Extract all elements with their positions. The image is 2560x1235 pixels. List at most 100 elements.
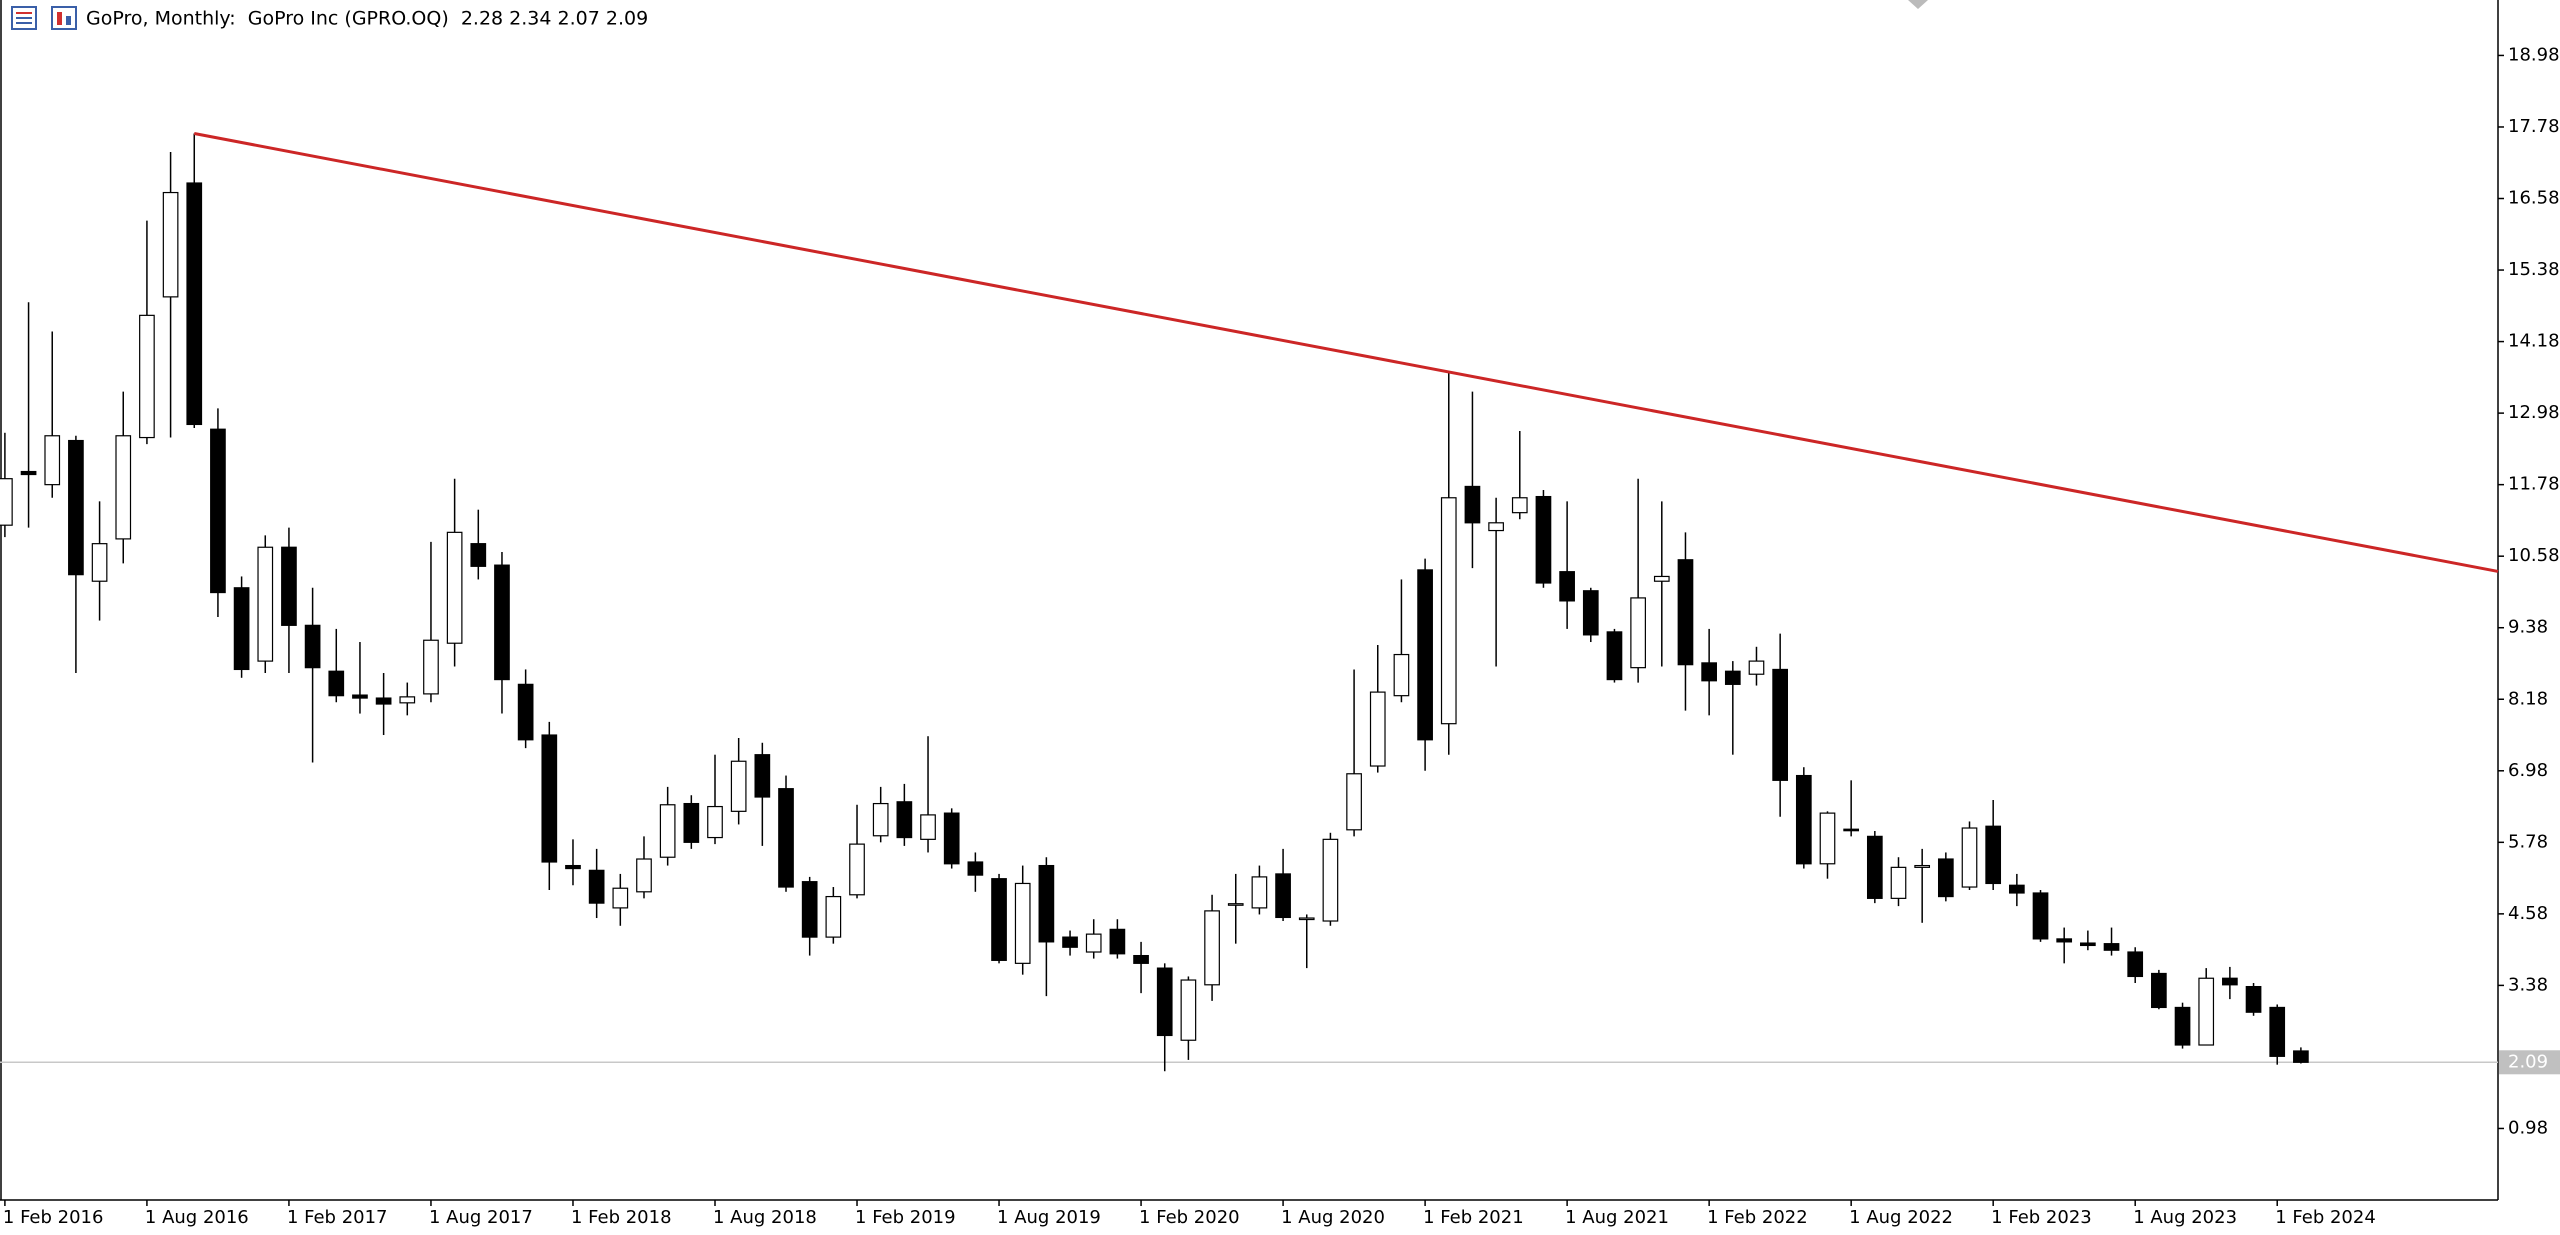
candle-body xyxy=(1109,928,1126,955)
candle-body xyxy=(257,546,274,662)
candle-body xyxy=(517,683,534,741)
y-tick-label: 9.38 xyxy=(2508,617,2548,638)
candle-body xyxy=(304,624,321,669)
candle-body xyxy=(1535,495,1552,584)
candle-body xyxy=(541,734,558,863)
y-tick-label: 17.78 xyxy=(2508,116,2560,137)
x-tick-label: 1 Aug 2016 xyxy=(145,1207,249,1228)
y-tick-label: 8.18 xyxy=(2508,688,2548,709)
candle-body xyxy=(233,587,250,671)
candle-body xyxy=(1393,653,1410,697)
candle-body xyxy=(470,543,487,567)
x-tick-label: 1 Feb 2019 xyxy=(855,1207,956,1228)
y-tick-label: 18.98 xyxy=(2508,44,2560,65)
candle-body xyxy=(1866,835,1883,899)
y-tick-label: 5.78 xyxy=(2508,831,2548,852)
x-tick-label: 1 Feb 2023 xyxy=(1991,1207,2092,1228)
price-label-box xyxy=(2499,1050,2560,1075)
candle-body xyxy=(991,878,1007,961)
candle-body xyxy=(2222,977,2238,986)
candle-body xyxy=(162,191,179,298)
candle-body xyxy=(115,435,132,540)
candle-body xyxy=(2174,1006,2191,1046)
candle-body xyxy=(1275,873,1291,919)
candle-body xyxy=(186,182,203,426)
candle-body xyxy=(2080,942,2096,947)
x-tick-label: 1 Aug 2019 xyxy=(997,1207,1101,1228)
candle-body xyxy=(1890,866,1907,899)
candle-body xyxy=(707,805,723,839)
chart-icon[interactable] xyxy=(51,6,77,30)
x-tick-label: 1 Aug 2020 xyxy=(1281,1207,1385,1228)
candle-body xyxy=(1724,670,1741,685)
y-tick-label: 6.98 xyxy=(2508,760,2548,781)
candle-body xyxy=(1914,864,1931,868)
candle-body xyxy=(849,843,865,896)
candle-body xyxy=(44,435,61,486)
candle-body xyxy=(1133,954,1149,964)
y-tick-label: 0.98 xyxy=(2508,1117,2548,1138)
y-tick-label: 16.58 xyxy=(2508,188,2560,209)
candle-body xyxy=(896,801,913,839)
candle-body xyxy=(1985,825,2002,885)
candle-body xyxy=(1038,864,1055,943)
candle-body xyxy=(1819,812,1836,865)
candle-body xyxy=(778,788,794,888)
candle-body xyxy=(1440,497,1457,725)
candle-body xyxy=(139,314,155,439)
candle-body xyxy=(446,531,463,644)
candle-body xyxy=(1369,691,1386,767)
price-label: 2.09 xyxy=(2508,1051,2548,1072)
candle-body xyxy=(2198,977,2215,1046)
candle-body xyxy=(872,802,889,837)
candle-body xyxy=(1511,497,1528,514)
candle-body xyxy=(967,861,984,876)
candle-body xyxy=(91,543,108,582)
x-tick-label: 1 Feb 2018 xyxy=(571,1207,672,1228)
x-tick-label: 1 Aug 2022 xyxy=(1849,1207,1953,1228)
x-tick-label: 1 Aug 2023 xyxy=(2133,1207,2237,1228)
candle-body xyxy=(328,670,345,697)
candle-body xyxy=(68,439,84,576)
candle-body xyxy=(2008,884,2025,894)
candle-body xyxy=(1156,967,1173,1037)
candle-body xyxy=(2245,985,2262,1013)
x-tick-label: 1 Feb 2022 xyxy=(1707,1207,1808,1228)
candle-body xyxy=(636,858,652,893)
candle-body xyxy=(2293,1050,2309,1063)
candle-body xyxy=(352,694,368,699)
candle-body xyxy=(1014,882,1031,964)
candle-body xyxy=(1701,662,1717,682)
candle-body xyxy=(210,428,226,594)
candle-body xyxy=(2127,951,2144,978)
candle-body xyxy=(1582,590,1599,636)
candle-body xyxy=(588,869,605,904)
x-tick-label: 1 Aug 2018 xyxy=(713,1207,817,1228)
y-tick-label: 4.58 xyxy=(2508,903,2548,924)
toolbar-icons[interactable] xyxy=(11,6,77,30)
candle-body xyxy=(1748,660,1765,675)
candle-body xyxy=(1322,838,1339,922)
candle-body xyxy=(1677,559,1694,666)
icon-bar xyxy=(57,12,62,25)
candle-body xyxy=(1937,858,1954,898)
candle-body xyxy=(565,864,581,870)
candle-body xyxy=(1417,569,1433,741)
x-tick-label: 1 Feb 2021 xyxy=(1423,1207,1524,1228)
x-tick-label: 1 Feb 2020 xyxy=(1139,1207,1240,1228)
candle-body xyxy=(494,564,510,681)
y-tick-label: 14.18 xyxy=(2508,331,2560,352)
candle-body xyxy=(1795,774,1812,865)
candle-body xyxy=(683,802,700,843)
candle-body xyxy=(2056,938,2073,943)
x-tick-label: 1 Aug 2017 xyxy=(429,1207,533,1228)
candle-body xyxy=(1559,571,1575,602)
trendline xyxy=(193,132,2499,573)
candle-body xyxy=(281,546,297,626)
candle-body xyxy=(2032,892,2049,940)
y-tick-label: 3.38 xyxy=(2508,974,2548,995)
candle-body xyxy=(423,639,439,695)
